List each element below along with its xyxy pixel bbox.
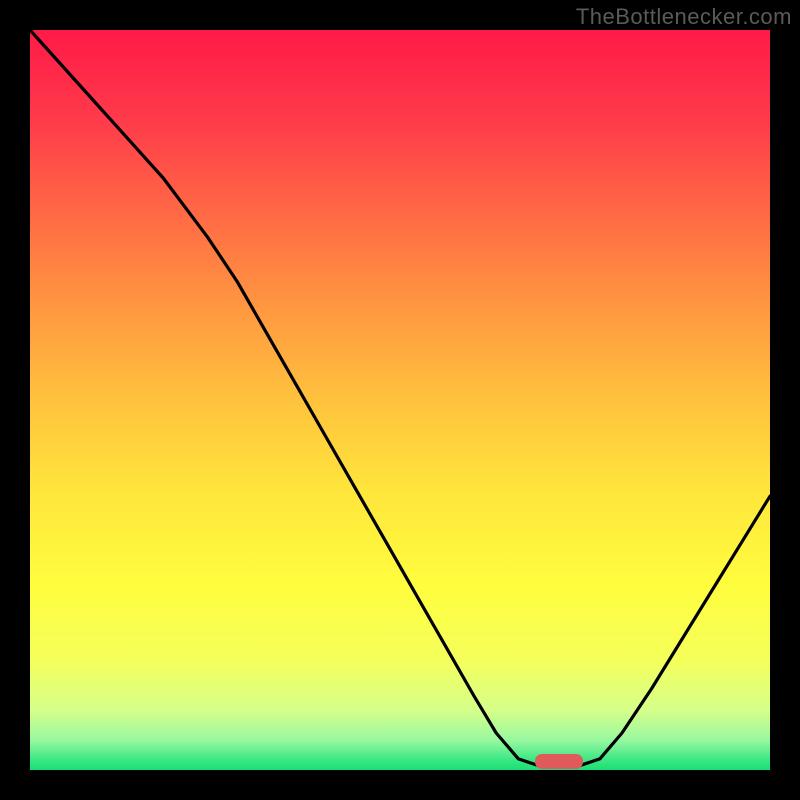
frame: TheBottlenecker.com xyxy=(0,0,800,800)
plot-area xyxy=(30,30,770,770)
bottleneck-curve xyxy=(30,30,770,770)
optimal-marker xyxy=(535,754,583,769)
watermark-text: TheBottlenecker.com xyxy=(576,4,792,30)
